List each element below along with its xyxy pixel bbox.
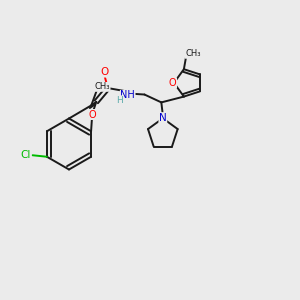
Text: O: O [100, 67, 108, 77]
Text: Cl: Cl [21, 150, 31, 160]
Text: H: H [116, 96, 123, 105]
Text: N: N [159, 113, 167, 123]
Text: CH₃: CH₃ [94, 82, 110, 91]
Text: NH: NH [120, 91, 135, 100]
Text: CH₃: CH₃ [185, 49, 201, 58]
Text: O: O [88, 110, 96, 119]
Text: O: O [169, 78, 177, 88]
